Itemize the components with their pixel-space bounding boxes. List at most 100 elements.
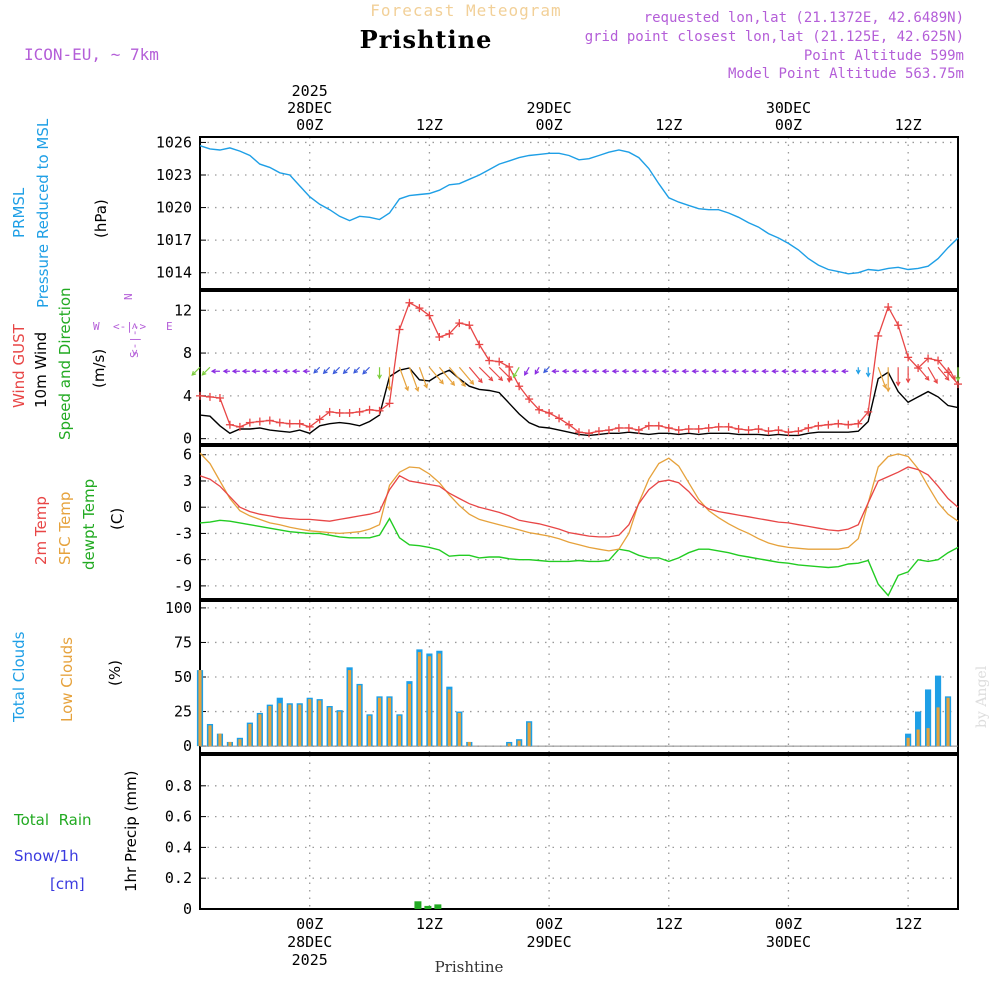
ytick-label: 0.8 [165,777,192,795]
wind-direction-arrow [561,368,570,374]
top-time-label: 29DEC [527,99,572,117]
low-cloud-bar [288,704,292,747]
wind-direction-arrow [811,368,819,374]
wind-direction-arrow [591,368,599,374]
pressure-unit-label: (hPa) [92,199,110,238]
wind-direction-arrow [332,366,341,375]
wind-direction-arrow [601,368,609,374]
gust-marker [275,418,284,427]
arrow-shaft [448,366,466,387]
wind-direction-arrow [272,368,280,374]
arrow-head [302,368,308,374]
arrow-head [691,368,697,374]
rain-label: Total Rain [13,811,92,829]
gust-marker [425,311,434,320]
arrow-shaft [512,366,520,378]
gust-marker [594,427,603,436]
ytick-label: 0 [183,430,192,448]
arrow-head [241,368,247,374]
wind10m-label: 10m Wind [32,332,50,408]
t2m-label: 2m Temp [32,496,50,565]
info-line-2: grid point closest lon,lat (21.125E, 42.… [585,29,964,45]
wind-direction-arrow [571,368,579,374]
gust-marker [535,405,544,414]
wind-direction-arrow [241,368,250,374]
arrow-shaft [877,367,887,389]
info-line-1: requested lon,lat (21.1372E, 42.6489N) [644,10,964,26]
low-cloud-bar [298,704,302,747]
ytick-label: -3 [174,524,192,542]
wind-direction-arrow [488,366,504,382]
low-cloud-bar [507,743,511,747]
pressure-line [199,145,959,275]
wind-direction-arrow [701,368,709,374]
wind-direction-arrow [302,368,310,374]
gust-marker [435,333,444,342]
compass-arrow-v: <-|-> [128,323,141,356]
wind-direction-arrow [955,367,961,382]
low-cloud-bar [338,711,342,747]
wind-direction-arrow [342,366,351,375]
gust-marker [485,356,494,365]
gust-marker [874,331,883,340]
gust-marker [784,428,793,437]
low-cloud-bar [447,689,451,747]
gust-marker [654,421,663,430]
arrow-head [191,371,197,376]
gust-marker [235,422,244,431]
arrow-head [450,380,456,386]
sfc-label: SFC Temp [56,492,74,565]
arrow-head [534,369,540,375]
sfc-temp-line [199,452,959,552]
low-cloud-bar [936,707,940,747]
rain-bar [414,901,422,909]
gust-marker [345,408,354,417]
precip-unit-label: 1hr Precip (mm) [122,771,140,892]
low-cloud-bar [238,739,242,747]
low-cloud-bar [437,653,441,747]
arrow-head [905,378,911,384]
compass-e: E [166,320,173,333]
gust-marker [604,426,613,435]
low-cloud-bar [407,683,411,747]
wind-direction-arrow [781,368,789,374]
wind-direction-arrow [771,368,779,374]
low-cloud-bar [218,733,222,747]
arrow-head [561,368,567,374]
compass-arrow-h: <-|-> [113,320,146,333]
arrow-shaft [488,366,503,381]
t2m-line [199,466,959,538]
arrow-head [951,375,956,381]
arrow-head [631,368,637,374]
gust-marker [814,421,823,430]
arrow-shaft [353,366,361,374]
arrow-shaft [478,366,493,381]
arrow-head [731,368,737,374]
wind-direction-arrow [661,368,669,374]
low-cloud-bar [467,741,471,747]
arrow-head [291,368,297,374]
gust-marker [375,406,384,415]
info-line-4: Model Point Altitude 563.75m [728,66,964,82]
arrow-head [771,368,777,374]
arrow-head [651,368,657,374]
low-cloud-bar [318,700,322,747]
gust-marker [285,419,294,428]
panel-4: 0 0.2 0.4 0.6 0.8 [165,754,959,918]
low-cloud-bar [916,729,920,747]
wind-direction-arrow [937,366,950,381]
arrow-head [761,368,767,374]
wind-direction-arrow [438,366,456,386]
ytick-label: 6 [183,446,192,464]
wind-direction-arrow [353,366,361,374]
wind-direction-arrow [581,368,589,374]
gust-marker [854,419,863,428]
gust-marker [225,420,234,429]
arrow-head [201,370,207,376]
gust-marker [624,423,633,432]
arrow-shaft [937,366,950,381]
wind-direction-arrow [387,367,392,392]
gust-marker [934,356,943,365]
arrow-head [251,368,257,374]
